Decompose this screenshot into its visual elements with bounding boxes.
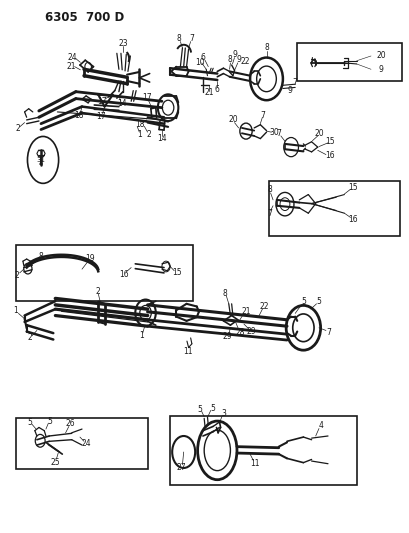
Text: 1: 1 xyxy=(13,306,18,314)
Text: 17: 17 xyxy=(96,112,106,120)
Text: 10: 10 xyxy=(195,59,204,67)
Bar xyxy=(16,418,147,469)
Text: 14: 14 xyxy=(157,134,166,143)
Text: 7: 7 xyxy=(291,78,296,86)
Text: 17: 17 xyxy=(97,97,107,106)
Text: 23: 23 xyxy=(118,39,128,48)
Text: 8: 8 xyxy=(222,289,227,297)
Text: 9: 9 xyxy=(231,51,236,59)
Text: 22: 22 xyxy=(258,302,268,311)
Text: 16: 16 xyxy=(119,270,128,279)
Text: 8: 8 xyxy=(176,34,181,43)
Text: 29: 29 xyxy=(246,327,256,336)
Text: 31: 31 xyxy=(36,157,45,163)
Text: 5: 5 xyxy=(197,405,202,414)
Text: 24: 24 xyxy=(67,53,77,61)
Text: 5: 5 xyxy=(47,417,52,425)
Text: 7: 7 xyxy=(189,34,193,43)
Text: 7: 7 xyxy=(326,328,330,337)
Text: 15: 15 xyxy=(172,269,182,277)
Text: 21: 21 xyxy=(66,62,76,70)
Text: 18: 18 xyxy=(135,120,145,129)
Text: 4: 4 xyxy=(317,421,322,430)
Text: 22: 22 xyxy=(239,57,249,66)
Text: 5: 5 xyxy=(27,418,32,426)
Text: 11: 11 xyxy=(249,459,259,468)
Text: 6: 6 xyxy=(200,53,205,62)
Text: 9: 9 xyxy=(378,65,383,74)
Text: 9: 9 xyxy=(287,86,292,95)
Text: 8: 8 xyxy=(38,253,43,261)
Text: 3: 3 xyxy=(221,409,226,418)
Text: 6305  700 D: 6305 700 D xyxy=(45,11,124,23)
Text: 9: 9 xyxy=(236,55,240,64)
Text: 16: 16 xyxy=(324,151,334,160)
Text: 19: 19 xyxy=(85,254,95,263)
Text: 7: 7 xyxy=(260,111,265,119)
Text: 18: 18 xyxy=(74,111,83,120)
Text: 15: 15 xyxy=(348,183,357,192)
Text: 16: 16 xyxy=(348,215,357,224)
Text: 5: 5 xyxy=(300,297,305,305)
Text: 28: 28 xyxy=(234,328,244,337)
Text: 2: 2 xyxy=(27,334,32,342)
Bar xyxy=(297,43,401,81)
Text: 26: 26 xyxy=(65,419,75,427)
Text: 8: 8 xyxy=(227,55,231,64)
Text: 29: 29 xyxy=(222,333,232,341)
Text: 25: 25 xyxy=(50,458,60,466)
Text: 8: 8 xyxy=(263,44,268,52)
Text: 2: 2 xyxy=(15,271,20,279)
Text: 1: 1 xyxy=(139,332,144,340)
Text: 30: 30 xyxy=(268,128,278,136)
Text: 14: 14 xyxy=(117,99,127,108)
Text: 5: 5 xyxy=(316,297,321,305)
Text: 11: 11 xyxy=(182,348,192,356)
Text: 2: 2 xyxy=(146,131,151,139)
Text: 24: 24 xyxy=(81,440,91,448)
Text: 7: 7 xyxy=(276,129,281,138)
Text: 17: 17 xyxy=(142,93,151,101)
Text: 21: 21 xyxy=(204,88,213,97)
Bar xyxy=(16,245,192,301)
Text: 7: 7 xyxy=(267,209,272,217)
Text: 20: 20 xyxy=(227,115,237,124)
Text: 20: 20 xyxy=(313,129,323,138)
Bar xyxy=(170,416,356,485)
Text: 6: 6 xyxy=(214,85,219,94)
Text: 2: 2 xyxy=(95,287,100,296)
Text: 8: 8 xyxy=(267,185,272,193)
Text: 1: 1 xyxy=(137,131,142,139)
Text: 20: 20 xyxy=(375,52,385,60)
Text: 27: 27 xyxy=(176,464,186,472)
Text: 15: 15 xyxy=(324,137,334,146)
Text: 21: 21 xyxy=(240,307,250,316)
Text: 5: 5 xyxy=(209,404,214,413)
Text: 2: 2 xyxy=(15,125,20,133)
Bar xyxy=(268,181,399,236)
